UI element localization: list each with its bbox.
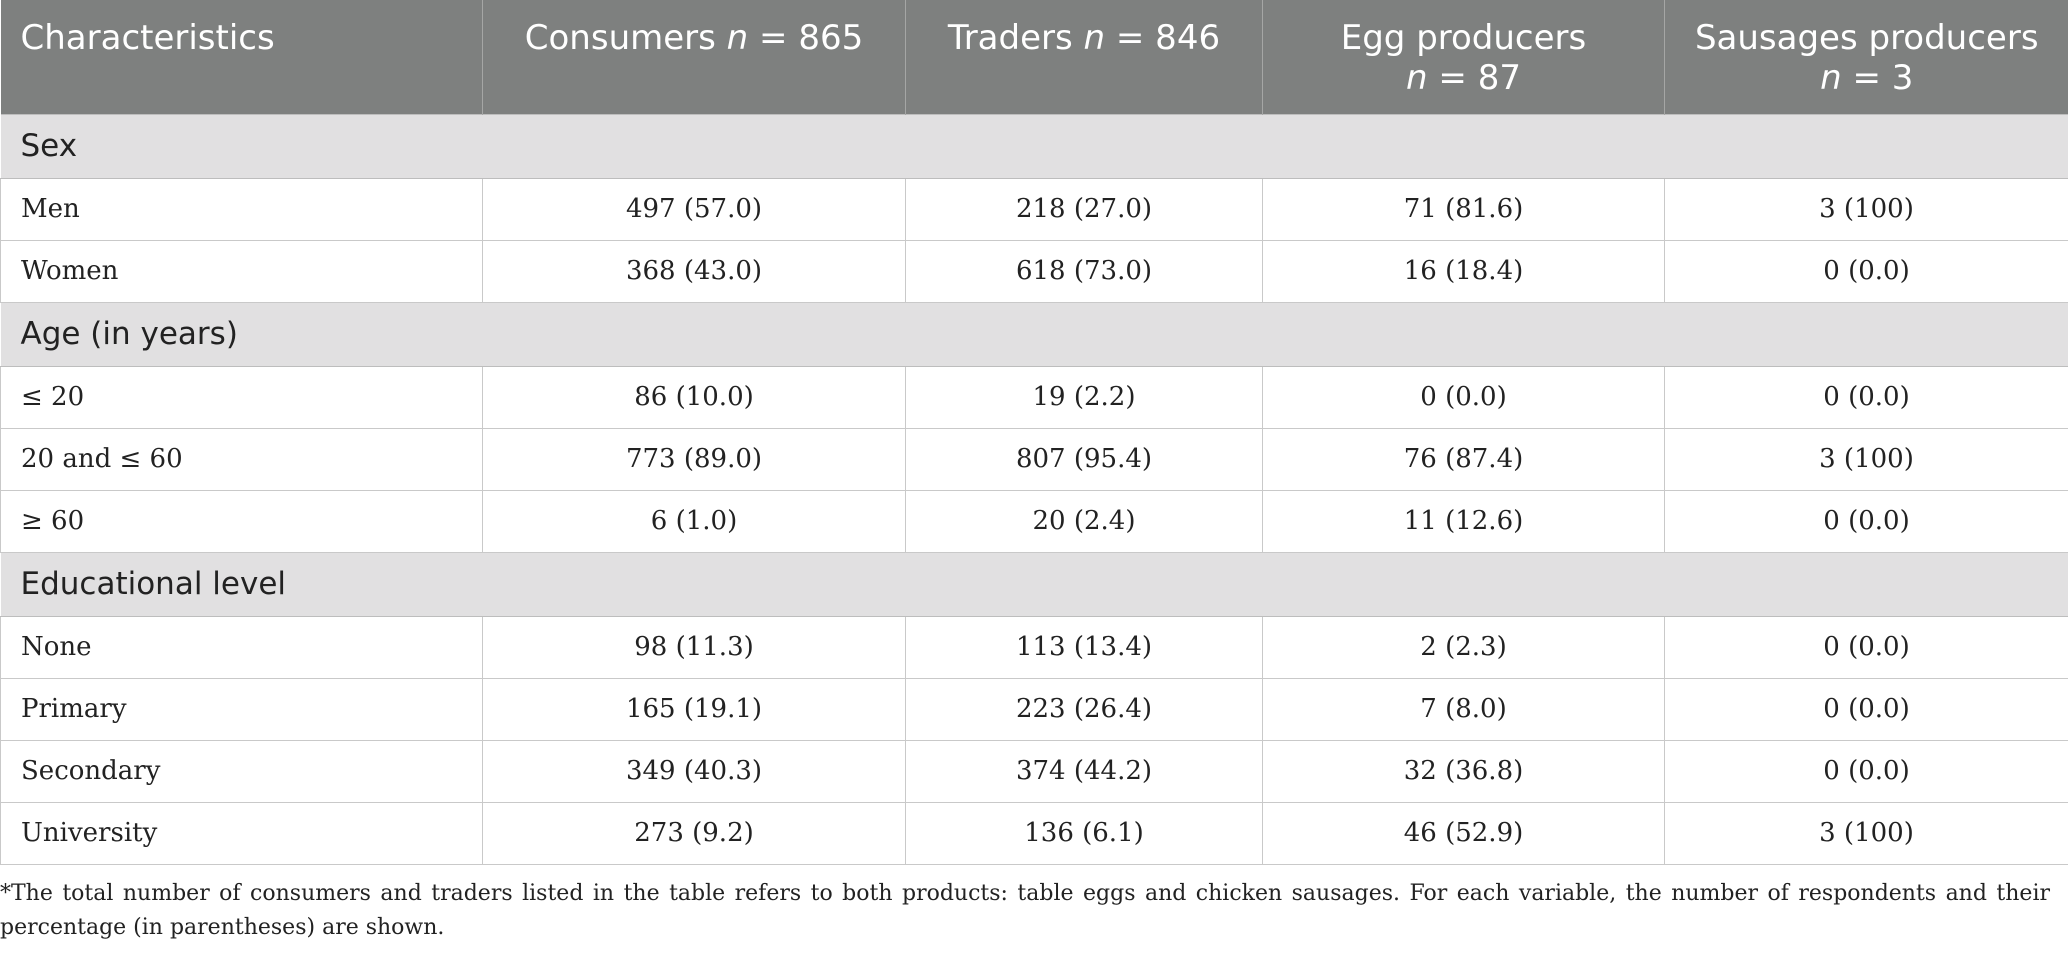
- cell-sausages-producers: 0 (0.0): [1664, 490, 2068, 553]
- cell-sausages-producers: 3 (100): [1664, 178, 2068, 241]
- cell-egg-producers: 71 (81.6): [1262, 178, 1665, 241]
- header-sausages-producers: Sausages producers n = 3: [1664, 0, 2068, 114]
- cell-egg-producers: 11 (12.6): [1262, 490, 1665, 553]
- cell-consumers: 497 (57.0): [482, 178, 906, 241]
- header-consumers-n-symbol: n: [726, 18, 749, 58]
- header-consumers: Consumers n = 865: [482, 0, 906, 114]
- table-row: 20 and ≤ 60 773 (89.0) 807 (95.4) 76 (87…: [0, 428, 2068, 491]
- header-consumers-count: = 865: [748, 18, 864, 58]
- header-sausages-producers-n-symbol: n: [1820, 58, 1842, 98]
- section-row-age: Age (in years): [0, 301, 2068, 367]
- cell-egg-producers: 0 (0.0): [1262, 366, 1665, 429]
- cell-egg-producers: 32 (36.8): [1262, 740, 1665, 803]
- section-title: Age (in years): [0, 301, 2068, 367]
- table-footnote: *The total number of consumers and trade…: [0, 881, 2050, 940]
- row-label: ≤ 20: [0, 366, 483, 429]
- cell-consumers: 349 (40.3): [482, 740, 906, 803]
- cell-consumers: 86 (10.0): [482, 366, 906, 429]
- table-row: Secondary 349 (40.3) 374 (44.2) 32 (36.8…: [0, 740, 2068, 803]
- header-consumers-label: Consumers: [524, 18, 727, 58]
- cell-traders: 19 (2.2): [905, 366, 1263, 429]
- row-label: 20 and ≤ 60: [0, 428, 483, 491]
- section-row-sex: Sex: [0, 113, 2068, 179]
- cell-egg-producers: 76 (87.4): [1262, 428, 1665, 491]
- characteristics-table: Characteristics Consumers n = 865 Trader…: [0, 0, 2068, 865]
- cell-sausages-producers: 3 (100): [1664, 802, 2068, 865]
- section-row-education: Educational level: [0, 551, 2068, 617]
- cell-traders: 807 (95.4): [905, 428, 1263, 491]
- header-traders: Traders n = 846: [905, 0, 1263, 114]
- table-row: Men 497 (57.0) 218 (27.0) 71 (81.6) 3 (1…: [0, 178, 2068, 241]
- cell-sausages-producers: 3 (100): [1664, 428, 2068, 491]
- header-characteristics-label: Characteristics: [20, 18, 275, 58]
- cell-consumers: 98 (11.3): [482, 616, 906, 679]
- cell-traders: 113 (13.4): [905, 616, 1263, 679]
- table-row: University 273 (9.2) 136 (6.1) 46 (52.9)…: [0, 802, 2068, 865]
- row-label: ≥ 60: [0, 490, 483, 553]
- cell-consumers: 6 (1.0): [482, 490, 906, 553]
- row-label: Secondary: [0, 740, 483, 803]
- header-sausages-producers-count: = 3: [1841, 58, 1914, 98]
- header-egg-producers-label: Egg producers: [1340, 18, 1587, 58]
- header-characteristics: Characteristics: [0, 0, 483, 114]
- row-label: None: [0, 616, 483, 679]
- cell-traders: 223 (26.4): [905, 678, 1263, 741]
- cell-sausages-producers: 0 (0.0): [1664, 678, 2068, 741]
- table-body: Sex Men 497 (57.0) 218 (27.0) 71 (81.6) …: [0, 113, 2068, 865]
- cell-sausages-producers: 0 (0.0): [1664, 616, 2068, 679]
- cell-egg-producers: 2 (2.3): [1262, 616, 1665, 679]
- table-row: Primary 165 (19.1) 223 (26.4) 7 (8.0) 0 …: [0, 678, 2068, 741]
- header-egg-producers-n-symbol: n: [1406, 58, 1428, 98]
- characteristics-table-container: Characteristics Consumers n = 865 Trader…: [0, 0, 2068, 865]
- cell-traders: 218 (27.0): [905, 178, 1263, 241]
- cell-traders: 136 (6.1): [905, 802, 1263, 865]
- table-row: None 98 (11.3) 113 (13.4) 2 (2.3) 0 (0.0…: [0, 616, 2068, 679]
- row-label: Primary: [0, 678, 483, 741]
- cell-consumers: 273 (9.2): [482, 802, 906, 865]
- cell-sausages-producers: 0 (0.0): [1664, 366, 2068, 429]
- header-traders-label: Traders: [947, 18, 1084, 58]
- cell-egg-producers: 7 (8.0): [1262, 678, 1665, 741]
- cell-consumers: 773 (89.0): [482, 428, 906, 491]
- cell-sausages-producers: 0 (0.0): [1664, 740, 2068, 803]
- cell-egg-producers: 46 (52.9): [1262, 802, 1665, 865]
- row-label: University: [0, 802, 483, 865]
- table-row: Women 368 (43.0) 618 (73.0) 16 (18.4) 0 …: [0, 240, 2068, 303]
- cell-egg-producers: 16 (18.4): [1262, 240, 1665, 303]
- header-sausages-producers-label: Sausages producers: [1694, 18, 2039, 58]
- header-egg-producers-count: = 87: [1427, 58, 1521, 98]
- cell-sausages-producers: 0 (0.0): [1664, 240, 2068, 303]
- table-header-row: Characteristics Consumers n = 865 Trader…: [0, 0, 2068, 114]
- table-row: ≤ 20 86 (10.0) 19 (2.2) 0 (0.0) 0 (0.0): [0, 366, 2068, 429]
- section-title: Sex: [0, 113, 2068, 179]
- table-row: ≥ 60 6 (1.0) 20 (2.4) 11 (12.6) 0 (0.0): [0, 490, 2068, 553]
- header-traders-n-symbol: n: [1083, 18, 1106, 58]
- cell-consumers: 368 (43.0): [482, 240, 906, 303]
- cell-traders: 20 (2.4): [905, 490, 1263, 553]
- header-egg-producers: Egg producers n = 87: [1262, 0, 1665, 114]
- row-label: Women: [0, 240, 483, 303]
- row-label: Men: [0, 178, 483, 241]
- header-traders-count: = 846: [1105, 18, 1221, 58]
- cell-traders: 618 (73.0): [905, 240, 1263, 303]
- cell-traders: 374 (44.2): [905, 740, 1263, 803]
- cell-consumers: 165 (19.1): [482, 678, 906, 741]
- section-title: Educational level: [0, 551, 2068, 617]
